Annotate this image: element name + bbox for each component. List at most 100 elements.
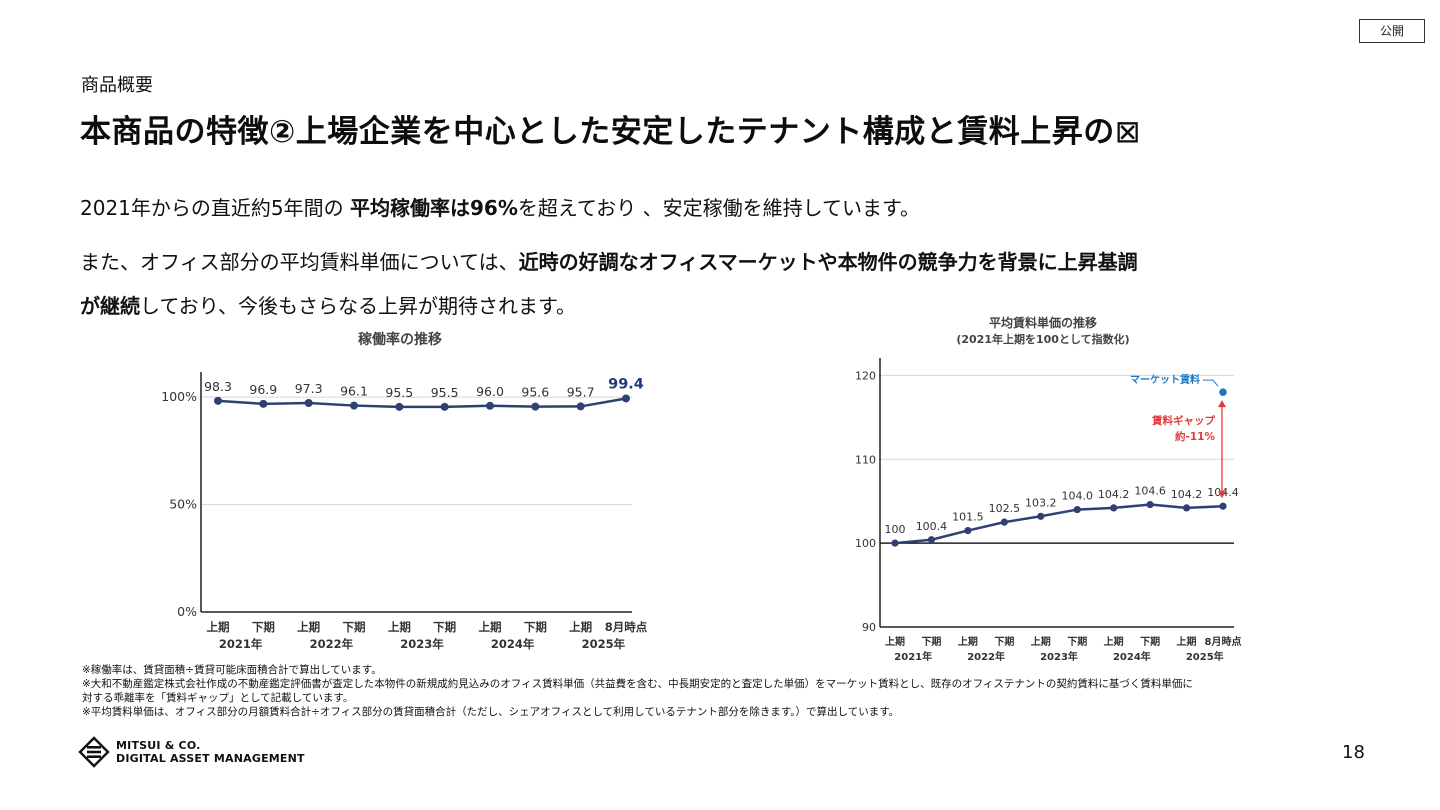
occupancy-y-tick-label: 50% — [169, 497, 197, 512]
rent-data-label: 104.2 — [1171, 488, 1203, 501]
occupancy-data-point — [622, 394, 630, 403]
occupancy-data-label: 95.7 — [567, 384, 595, 399]
occupancy-category-label: 上期 — [207, 620, 230, 634]
logo-line2: DIGITAL ASSET MANAGEMENT — [116, 752, 305, 765]
occupancy-data-label: 95.5 — [385, 385, 413, 400]
rent-category-label: 下期 — [1140, 635, 1160, 648]
occupancy-category-label: 上期 — [297, 620, 320, 634]
rent-category-label: 下期 — [994, 635, 1014, 648]
rent-category-label: 下期 — [921, 635, 941, 648]
occupancy-data-label: 95.6 — [521, 385, 549, 400]
rent-year-label: 2025年 — [1186, 650, 1224, 663]
p2-bold-a: 近時の好調なオフィスマーケットや本物件の競争力を背景に上昇基調 — [518, 250, 1138, 274]
rent-data-point — [964, 526, 972, 535]
rent-series-line — [894, 503, 1224, 545]
rent-category-label: 8月時点 — [1205, 635, 1242, 648]
rent-data-label: 100.4 — [916, 520, 948, 533]
rent-year-label: 2021年 — [894, 650, 932, 663]
rent-data-label: 100 — [885, 523, 906, 536]
public-badge: 公開 — [1359, 19, 1425, 43]
p1-bold: 平均稼働率は96% — [349, 196, 518, 220]
footnote: 対する乖離率を「賃料ギャップ」として記載しています。 — [82, 692, 354, 704]
rent-data-point — [1219, 502, 1227, 510]
rent-data-label: 101.5 — [952, 511, 984, 524]
rent-chart-subtitle: (2021年上期を100として指数化) — [956, 332, 1129, 346]
rent-y-tick-label: 100 — [855, 537, 876, 550]
occupancy-chart-title: 稼働率の推移 — [358, 331, 442, 348]
occupancy-series-line — [217, 397, 627, 409]
occupancy-data-point — [214, 396, 222, 405]
rent-data-point — [891, 539, 899, 547]
footnote: ※大和不動産鑑定株式会社作成の不動産鑑定評価書が査定した本物件の新規成約見込みの… — [82, 678, 1193, 690]
gap-value: 約-11% — [1175, 430, 1215, 443]
footnotes: ※稼働率は、賃貸面積÷賃貸可能床面積合計で算出しています。 ※大和不動産鑑定株式… — [82, 663, 1372, 719]
market-rent-leader — [1203, 379, 1219, 387]
footnote: ※平均賃料単価は、オフィス部分の月額賃料合計÷オフィス部分の賃貸面積合計（ただし… — [82, 706, 900, 718]
rent-category-label: 上期 — [1177, 635, 1197, 648]
occupancy-category-label: 上期 — [479, 620, 502, 634]
occupancy-data-label: 95.5 — [431, 385, 459, 400]
rent-index-chart: 平均賃料単価の推移 (2021年上期を100として指数化) 90 100 110 12… — [840, 308, 1250, 668]
rent-data-point — [1000, 518, 1008, 526]
gap-arrow-head-down — [1218, 491, 1226, 499]
occupancy-data-label: 97.3 — [295, 381, 323, 396]
occupancy-category-label: 下期 — [524, 620, 547, 634]
rent-year-label: 2023年 — [1040, 650, 1078, 663]
p1-text-b: を超えており 、安定稼働を維持しています。 — [517, 196, 921, 220]
occupancy-data-point — [486, 401, 494, 410]
occupancy-year-label: 2025年 — [582, 637, 626, 651]
occupancy-data-point — [395, 402, 404, 411]
market-rent-point — [1219, 388, 1227, 396]
rent-year-label: 2022年 — [967, 650, 1005, 663]
rent-category-label: 上期 — [885, 635, 905, 648]
occupancy-data-label: 96.0 — [476, 384, 504, 399]
rent-category-label: 上期 — [958, 635, 978, 648]
page-title: 本商品の特徴②上場企業を中心とした安定したテナント構成と賃料上昇の⊠ — [80, 106, 1141, 151]
rent-data-point — [1182, 504, 1191, 512]
page-number: 18 — [1342, 742, 1365, 763]
occupancy-category-label: 8月時点 — [605, 620, 648, 634]
occupancy-year-label: 2021年 — [219, 637, 263, 651]
rent-category-label: 上期 — [1031, 635, 1051, 648]
rent-y-tick-label: 90 — [862, 621, 876, 634]
occupancy-data-label: 98.3 — [204, 379, 232, 394]
market-rent-label: マーケット賃料 — [1130, 373, 1200, 386]
occupancy-chart-svg: 稼働率の推移 0% 50% 100% 98.3 96.9 97.3 96.1 95.5 95.5… — [161, 331, 648, 651]
rent-data-point — [1110, 504, 1118, 512]
occupancy-category-label: 上期 — [388, 620, 411, 634]
rent-y-tick-label: 120 — [855, 369, 876, 382]
occupancy-data-label: 96.9 — [249, 382, 277, 397]
occupancy-chart: 稼働率の推移 0% 50% 100% 98.3 96.9 97.3 96.1 95.5 95.5… — [150, 320, 650, 660]
rent-category-label: 下期 — [1067, 635, 1087, 648]
occupancy-year-label: 2024年 — [491, 637, 535, 651]
logo-line1: MITSUI & CO. — [116, 739, 201, 752]
p1-text-a: 2021年からの直近約5年間の — [80, 196, 350, 220]
rent-chart-title: 平均賃料単価の推移 — [989, 315, 1097, 330]
p2-text-b: しており、今後もさらなる上昇が期待されます。 — [140, 294, 576, 318]
rent-data-point — [1037, 512, 1045, 520]
company-logo: MITSUI & CO. DIGITAL ASSET MANAGEMENT — [78, 736, 305, 768]
occupancy-category-label: 下期 — [433, 620, 456, 634]
rent-data-point — [927, 536, 936, 544]
p2-bold-b: が継続 — [80, 294, 140, 318]
occupancy-paragraph: 2021年からの直近約5年間の 平均稼働率は96%を超えており 、安定稼働を維持… — [80, 192, 920, 221]
occupancy-data-point — [304, 398, 313, 407]
gap-label: 賃料ギャップ — [1151, 414, 1215, 427]
rent-data-point — [1073, 505, 1081, 514]
occupancy-category-label: 下期 — [343, 620, 366, 634]
rent-data-point — [1146, 500, 1154, 509]
rent-year-label: 2024年 — [1113, 650, 1151, 663]
title-text: 本商品の特徴②上場企業を中心とした安定したテナント構成と賃料上昇の — [80, 114, 1115, 150]
section-label: 商品概要 — [81, 75, 153, 96]
occupancy-category-label: 上期 — [569, 620, 592, 634]
occupancy-y-tick-label: 0% — [177, 604, 197, 619]
p2-text-a: また、オフィス部分の平均賃料単価については、 — [80, 250, 519, 274]
occupancy-year-label: 2022年 — [310, 637, 354, 651]
rent-data-label: 103.2 — [1025, 496, 1057, 509]
occupancy-data-point — [576, 402, 585, 411]
rent-index-chart-svg: 平均賃料単価の推移 (2021年上期を100として指数化) 90 100 110 12… — [855, 315, 1242, 663]
rent-data-label: 104.0 — [1061, 490, 1093, 503]
occupancy-category-label: 下期 — [252, 620, 275, 634]
rent-category-label: 上期 — [1104, 635, 1124, 648]
rent-data-label: 102.5 — [989, 502, 1021, 515]
